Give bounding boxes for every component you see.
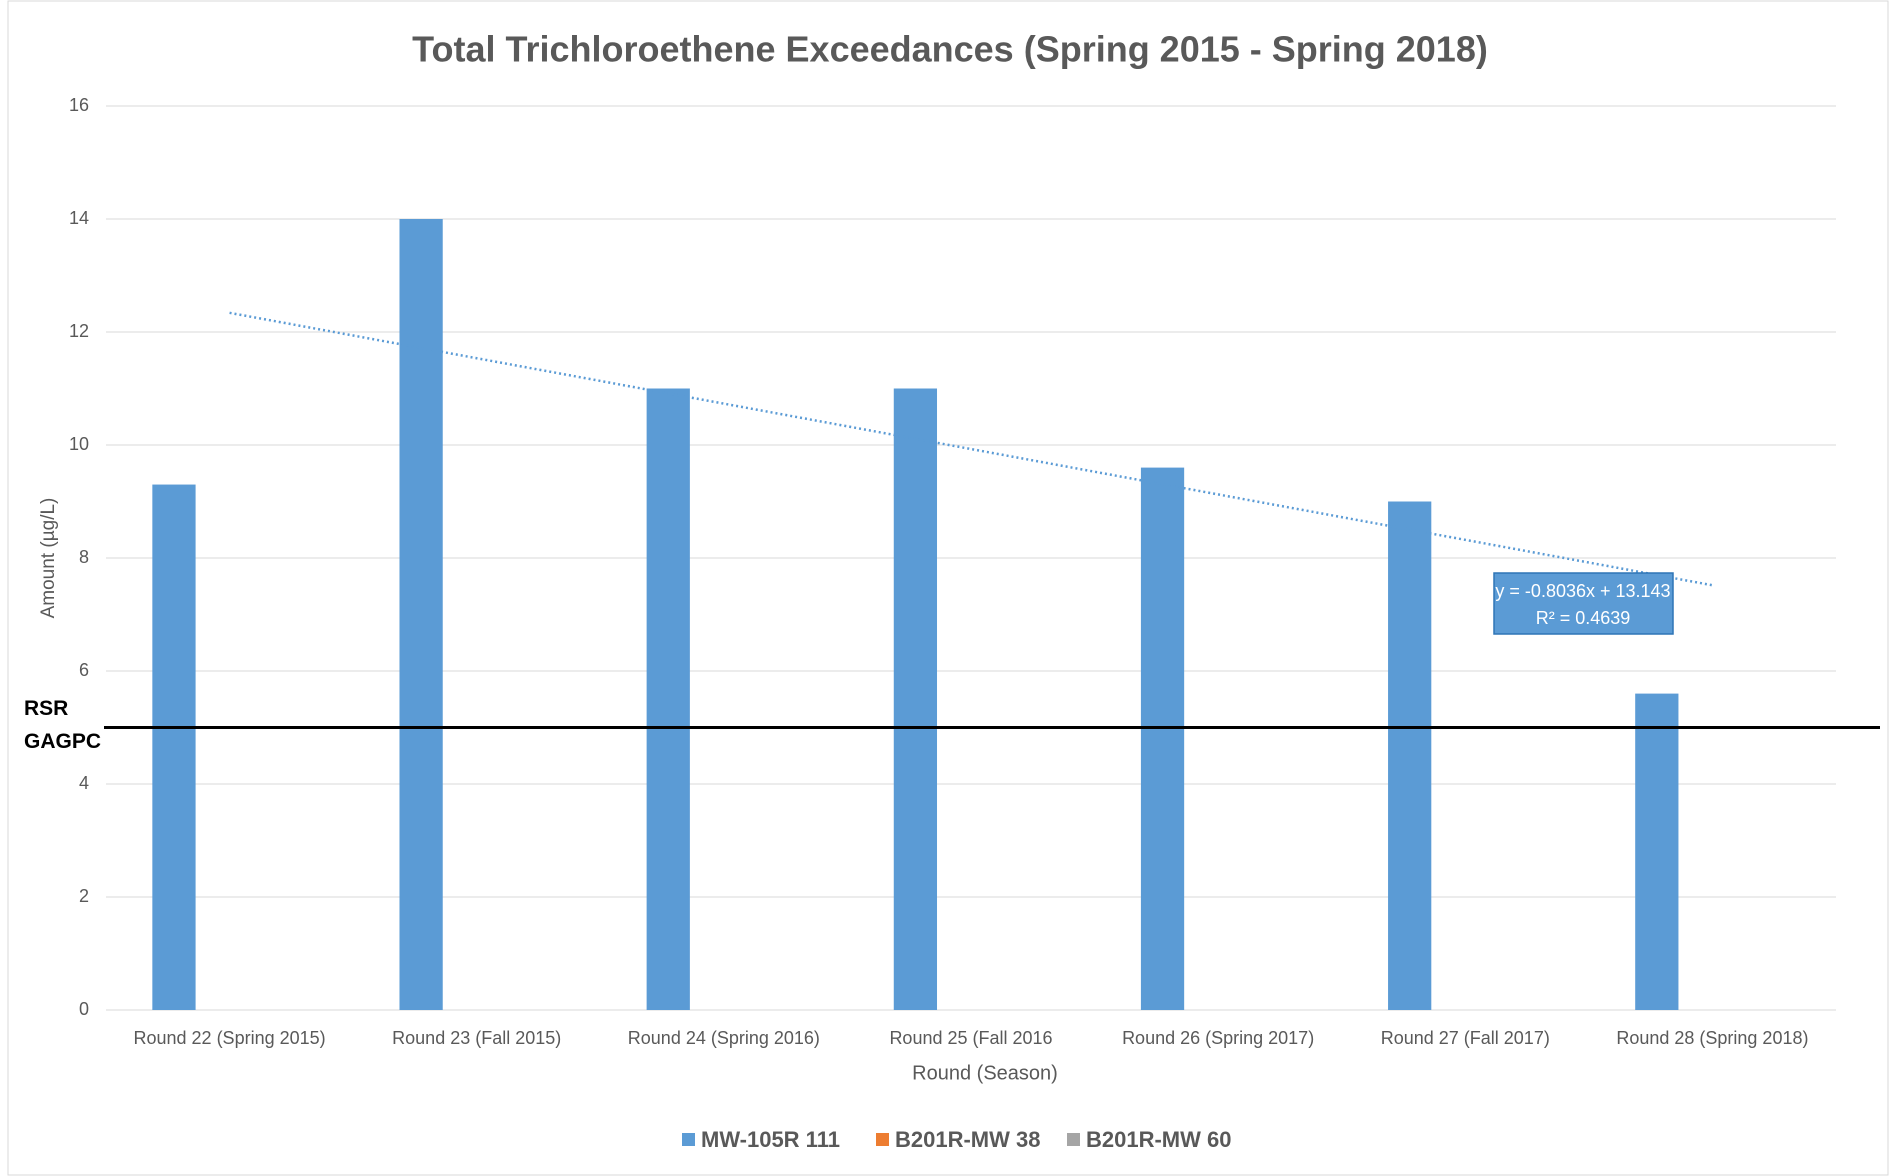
reference-label: RSR xyxy=(24,697,68,720)
x-tick-label: Round 26 (Spring 2017) xyxy=(1122,1028,1314,1048)
legend-label: MW-105R 111 xyxy=(701,1127,840,1152)
bar xyxy=(152,484,196,1010)
y-tick-label: 0 xyxy=(79,999,89,1019)
bar xyxy=(1635,693,1679,1010)
x-tick-label: Round 25 (Fall 2016 xyxy=(889,1028,1052,1048)
legend-swatch xyxy=(1067,1133,1080,1146)
trendline-r2: R² = 0.4639 xyxy=(1536,608,1631,628)
y-tick-label: 8 xyxy=(79,547,89,567)
bar xyxy=(399,219,443,1010)
trendline-label-box xyxy=(1493,572,1674,635)
y-tick-label: 12 xyxy=(69,321,89,341)
y-tick-label: 2 xyxy=(79,886,89,906)
y-tick-label: 4 xyxy=(79,773,89,793)
x-tick-label: Round 22 (Spring 2015) xyxy=(134,1028,326,1048)
trendline xyxy=(229,311,1713,587)
bar xyxy=(893,388,938,1010)
y-tick-label: 14 xyxy=(69,208,89,228)
x-axis-label: Round (Season) xyxy=(912,1062,1058,1084)
y-tick-label: 6 xyxy=(79,660,89,680)
x-tick-label: Round 24 (Spring 2016) xyxy=(628,1028,820,1048)
x-tick-label: Round 28 (Spring 2018) xyxy=(1616,1028,1808,1048)
bar xyxy=(646,388,690,1010)
x-tick-label: Round 23 (Fall 2015) xyxy=(392,1028,561,1048)
bar xyxy=(1388,501,1432,1010)
x-tick-label: Round 27 (Fall 2017) xyxy=(1381,1028,1550,1048)
chart-title: Total Trichloroethene Exceedances (Sprin… xyxy=(412,29,1488,70)
legend-swatch xyxy=(682,1133,695,1146)
legend-swatch xyxy=(876,1133,889,1146)
bar xyxy=(1140,467,1185,1011)
y-tick-label: 10 xyxy=(69,434,89,454)
y-axis-label: Amount (µg/L) xyxy=(38,498,59,619)
y-tick-label: 16 xyxy=(69,95,89,115)
trendline-equation: y = -0.8036x + 13.143 xyxy=(1495,581,1670,601)
reference-label: GAGPC xyxy=(24,730,101,753)
chart-border xyxy=(7,0,1889,1176)
legend-label: B201R-MW 38 xyxy=(895,1127,1040,1152)
legend-label: B201R-MW 60 xyxy=(1086,1127,1231,1152)
